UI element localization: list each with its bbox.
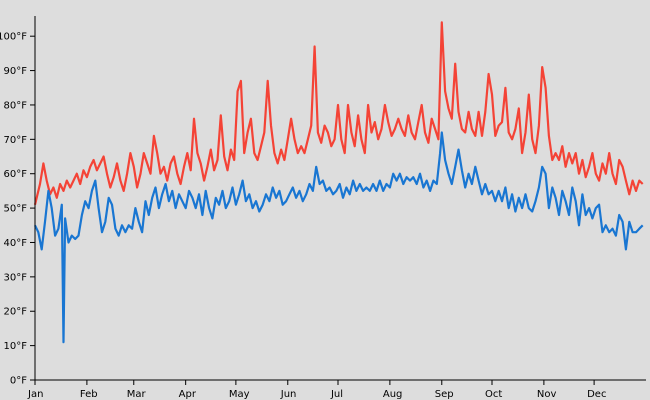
axis-layer: 0°F 10°F 20°F 30°F 40°F 50°F 60°F 70°F 80°F 90°F 1…: [0, 16, 646, 400]
x-tick-label: Jan: [27, 389, 43, 400]
y-tick-label: 90°F: [4, 66, 28, 77]
series-layer: [33, 21, 644, 344]
y-tick-label: 20°F: [4, 307, 28, 318]
y-tick-label: 10°F: [4, 341, 28, 352]
y-tick-label: 60°F: [4, 169, 28, 180]
y-tick-label: 0°F: [10, 376, 27, 387]
y-tick-label: 40°F: [4, 238, 28, 249]
x-tick-label: Feb: [80, 389, 98, 400]
y-tick-label: 30°F: [4, 272, 28, 283]
x-tick-label: Apr: [179, 389, 197, 400]
x-tick-label: Mar: [127, 389, 147, 400]
y-tick-label: 100°F: [0, 32, 27, 43]
y-tick-label: 70°F: [4, 135, 28, 146]
x-tick-label: Aug: [383, 389, 403, 400]
x-tick-label: Dec: [587, 389, 606, 400]
x-tick-label: Sep: [435, 389, 454, 400]
low-temperature-line: [34, 131, 644, 344]
x-tick-label: Oct: [485, 389, 502, 400]
x-tick-label: Jun: [280, 389, 297, 400]
x-tick-label: May: [229, 389, 250, 400]
y-tick-label: 50°F: [4, 204, 28, 215]
x-tick-label: Nov: [537, 389, 557, 400]
x-tick-label: Jul: [330, 389, 343, 400]
high-temperature-line: [33, 21, 644, 205]
y-tick-label: 80°F: [4, 100, 28, 111]
